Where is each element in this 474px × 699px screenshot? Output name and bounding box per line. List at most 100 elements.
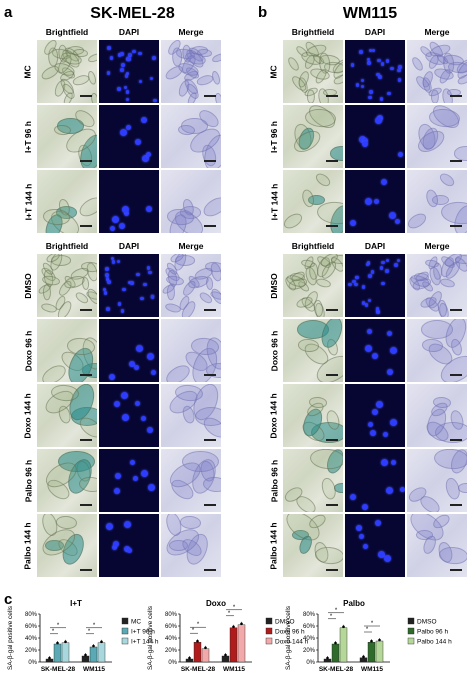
cell [430, 89, 439, 103]
column-header: Merge [178, 27, 204, 37]
legend-swatch [265, 637, 273, 645]
nucleus [105, 277, 110, 281]
cell [409, 55, 425, 73]
nucleus [130, 281, 134, 285]
nucleus [122, 413, 130, 421]
scale-bar [204, 439, 216, 441]
brightfield-image [283, 514, 343, 577]
nucleus [138, 79, 143, 84]
brightfield-image [37, 105, 97, 168]
bar [331, 643, 340, 663]
cell [440, 200, 467, 226]
row-label-text: I+T 144 h [269, 183, 279, 220]
nucleus [362, 137, 368, 143]
bar [193, 642, 202, 663]
nucleus [129, 460, 135, 466]
nucleus [374, 520, 381, 527]
nucleus [132, 49, 136, 54]
nucleus [127, 57, 131, 61]
row-label-text: Doxo 96 h [23, 330, 33, 371]
cell [285, 55, 301, 73]
nucleus [359, 50, 363, 54]
nucleus [397, 78, 402, 82]
nucleus [367, 328, 373, 334]
nucleus [128, 53, 132, 57]
nucleus [368, 95, 372, 100]
dapi-image [345, 170, 405, 233]
y-tick-label: 40% [165, 636, 178, 642]
nucleus [117, 302, 122, 306]
nucleus [389, 346, 397, 354]
column-header: Merge [178, 241, 204, 251]
nucleus [135, 400, 141, 406]
column-header: Merge [424, 27, 450, 37]
legend-label: DMSO [275, 619, 295, 626]
nucleus [361, 285, 366, 289]
nucleus [106, 71, 111, 75]
nucleus [120, 52, 124, 56]
nucleus [355, 275, 360, 280]
dapi-image [99, 514, 159, 577]
y-tick-label: 80% [25, 612, 38, 618]
cell [179, 514, 202, 530]
merge-image [161, 254, 221, 317]
column-header: DAPI [118, 241, 140, 251]
nucleus [385, 59, 390, 63]
merge-image [407, 514, 467, 577]
column-header: Merge [424, 241, 450, 251]
bar [221, 655, 230, 663]
cell [166, 284, 175, 301]
cell [90, 92, 97, 103]
nucleus [102, 287, 107, 292]
panel-c-label: c [4, 591, 13, 608]
scale-bar [80, 309, 92, 311]
scale-bar [204, 569, 216, 571]
scale-bar [450, 569, 462, 571]
y-tick-label: 60% [25, 624, 38, 630]
dapi-image [99, 319, 159, 382]
cell [309, 262, 319, 280]
data-point [378, 638, 381, 642]
nucleus [372, 409, 379, 416]
row-label: Doxo 96 h [267, 319, 281, 382]
nucleus [141, 415, 147, 421]
legend-label: I+T 96 h [131, 629, 155, 636]
nucleus [119, 128, 127, 136]
cell [169, 540, 188, 552]
significance-mark: * [197, 622, 200, 628]
row-label-text: I+T 96 h [23, 120, 34, 153]
merge-image [407, 319, 467, 382]
brightfield-image [37, 514, 97, 577]
cell [50, 255, 72, 266]
dapi-image [99, 105, 159, 168]
merge-image [161, 170, 221, 233]
nucleus [111, 544, 117, 550]
scale-bar [450, 439, 462, 441]
cell [407, 210, 429, 231]
data-point [362, 655, 365, 659]
cell [453, 146, 467, 161]
row-label: I+T 96 h [21, 105, 35, 168]
cell [316, 200, 343, 226]
nucleus [121, 63, 125, 67]
nucleus [360, 84, 365, 89]
scale-bar [80, 160, 92, 162]
nucleus [378, 551, 386, 559]
nucleus [376, 310, 380, 314]
cell [306, 89, 315, 103]
cell [435, 422, 467, 444]
nucleus [134, 364, 140, 370]
nucleus [110, 256, 115, 261]
bar [229, 627, 238, 663]
x-tick-label: WM115 [83, 666, 105, 673]
column-header: DAPI [364, 241, 386, 251]
nucleus [127, 547, 133, 553]
significance-mark: * [57, 623, 60, 629]
brightfield-image [283, 105, 343, 168]
brightfield-image [283, 170, 343, 233]
brightfield-image [37, 384, 97, 447]
nucleus [359, 135, 367, 143]
legend-swatch [121, 637, 129, 645]
cell [181, 450, 219, 473]
nucleus [394, 263, 398, 267]
